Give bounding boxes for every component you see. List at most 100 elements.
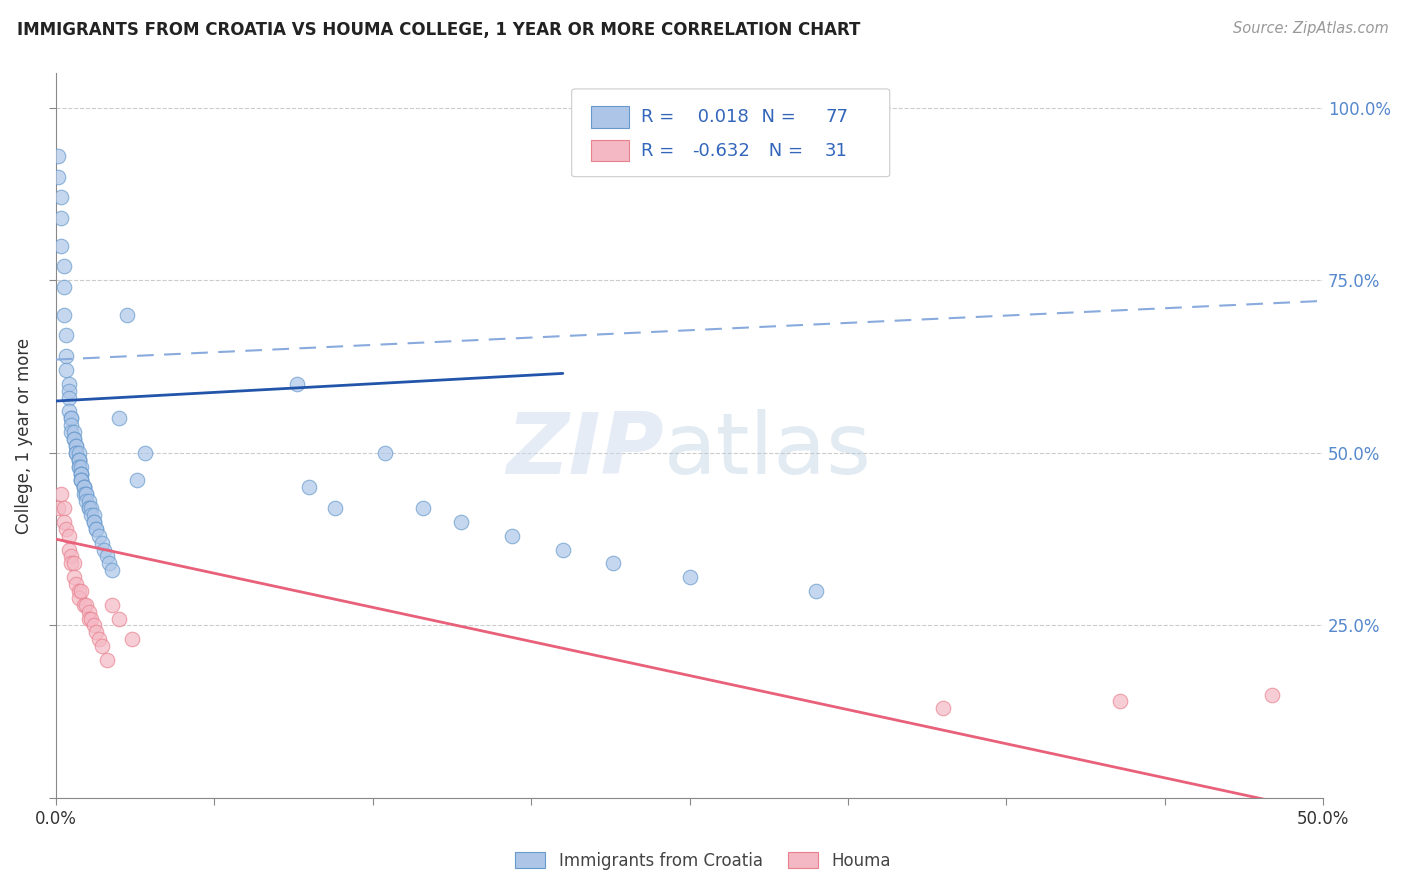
Point	[62, 432, 84, 446]
Point	[1261, 688, 1284, 702]
Point	[806, 583, 828, 598]
Point	[58, 404, 80, 418]
Point	[70, 474, 93, 488]
Point	[86, 625, 108, 640]
Point	[48, 501, 70, 516]
Point	[67, 459, 90, 474]
Point	[52, 308, 75, 322]
Point	[374, 446, 396, 460]
Point	[90, 535, 112, 549]
Point	[77, 494, 100, 508]
Point	[83, 515, 105, 529]
Point	[86, 522, 108, 536]
Point	[70, 467, 93, 481]
Point	[70, 467, 93, 481]
Point	[70, 583, 93, 598]
Text: N =: N =	[751, 108, 801, 126]
Point	[98, 557, 121, 571]
Point	[62, 425, 84, 439]
Point	[60, 418, 83, 433]
Point	[298, 480, 321, 494]
Point	[108, 611, 131, 625]
Point	[70, 474, 93, 488]
Point	[67, 452, 90, 467]
Point	[285, 376, 308, 391]
Point	[323, 501, 346, 516]
Point	[70, 474, 93, 488]
Point	[96, 549, 118, 564]
Point	[62, 570, 84, 584]
Point	[412, 501, 434, 516]
Point	[67, 591, 90, 605]
FancyBboxPatch shape	[591, 140, 628, 161]
Point	[65, 577, 87, 591]
Point	[70, 459, 93, 474]
Point	[602, 557, 624, 571]
Point	[49, 487, 72, 501]
Point	[60, 411, 83, 425]
Point	[83, 618, 105, 632]
Point	[49, 211, 72, 225]
Text: Source: ZipAtlas.com: Source: ZipAtlas.com	[1233, 21, 1389, 37]
Point	[58, 391, 80, 405]
Point	[75, 487, 97, 501]
Point	[83, 508, 105, 522]
Point	[73, 598, 96, 612]
Text: ZIP: ZIP	[506, 409, 664, 491]
Legend: Immigrants from Croatia, Houma: Immigrants from Croatia, Houma	[509, 846, 897, 877]
Point	[48, 149, 70, 163]
Point	[58, 529, 80, 543]
Point	[1109, 694, 1132, 708]
Point	[65, 446, 87, 460]
Point	[55, 522, 77, 536]
Text: R =: R =	[641, 108, 681, 126]
Point	[87, 529, 110, 543]
Point	[58, 384, 80, 398]
Point	[80, 501, 103, 516]
Point	[75, 598, 97, 612]
Point	[73, 480, 96, 494]
Point	[67, 446, 90, 460]
Text: 31: 31	[825, 142, 848, 160]
Text: R =: R =	[641, 142, 681, 160]
Point	[67, 583, 90, 598]
Point	[87, 632, 110, 647]
Point	[77, 501, 100, 516]
Point	[450, 515, 472, 529]
Point	[100, 598, 122, 612]
Point	[55, 349, 77, 363]
Point	[932, 701, 955, 715]
Point	[49, 190, 72, 204]
Text: atlas: atlas	[664, 409, 872, 491]
Point	[73, 480, 96, 494]
Text: -0.632: -0.632	[692, 142, 749, 160]
Point	[121, 632, 143, 647]
Point	[65, 446, 87, 460]
Point	[100, 563, 122, 577]
Point	[62, 432, 84, 446]
Point	[52, 501, 75, 516]
Point	[65, 439, 87, 453]
Point	[70, 467, 93, 481]
Point	[55, 363, 77, 377]
Point	[75, 487, 97, 501]
Point	[90, 639, 112, 653]
Text: IMMIGRANTS FROM CROATIA VS HOUMA COLLEGE, 1 YEAR OR MORE CORRELATION CHART: IMMIGRANTS FROM CROATIA VS HOUMA COLLEGE…	[17, 21, 860, 39]
Point	[60, 425, 83, 439]
Point	[60, 411, 83, 425]
FancyBboxPatch shape	[591, 106, 628, 128]
Point	[52, 260, 75, 274]
Point	[115, 308, 138, 322]
Point	[93, 542, 115, 557]
Point	[125, 474, 148, 488]
Point	[58, 542, 80, 557]
Point	[67, 459, 90, 474]
Point	[551, 542, 574, 557]
Point	[55, 328, 77, 343]
Text: 77: 77	[825, 108, 848, 126]
Point	[83, 515, 105, 529]
Point	[80, 611, 103, 625]
Point	[77, 501, 100, 516]
Text: 0.018: 0.018	[692, 108, 749, 126]
Point	[48, 169, 70, 184]
